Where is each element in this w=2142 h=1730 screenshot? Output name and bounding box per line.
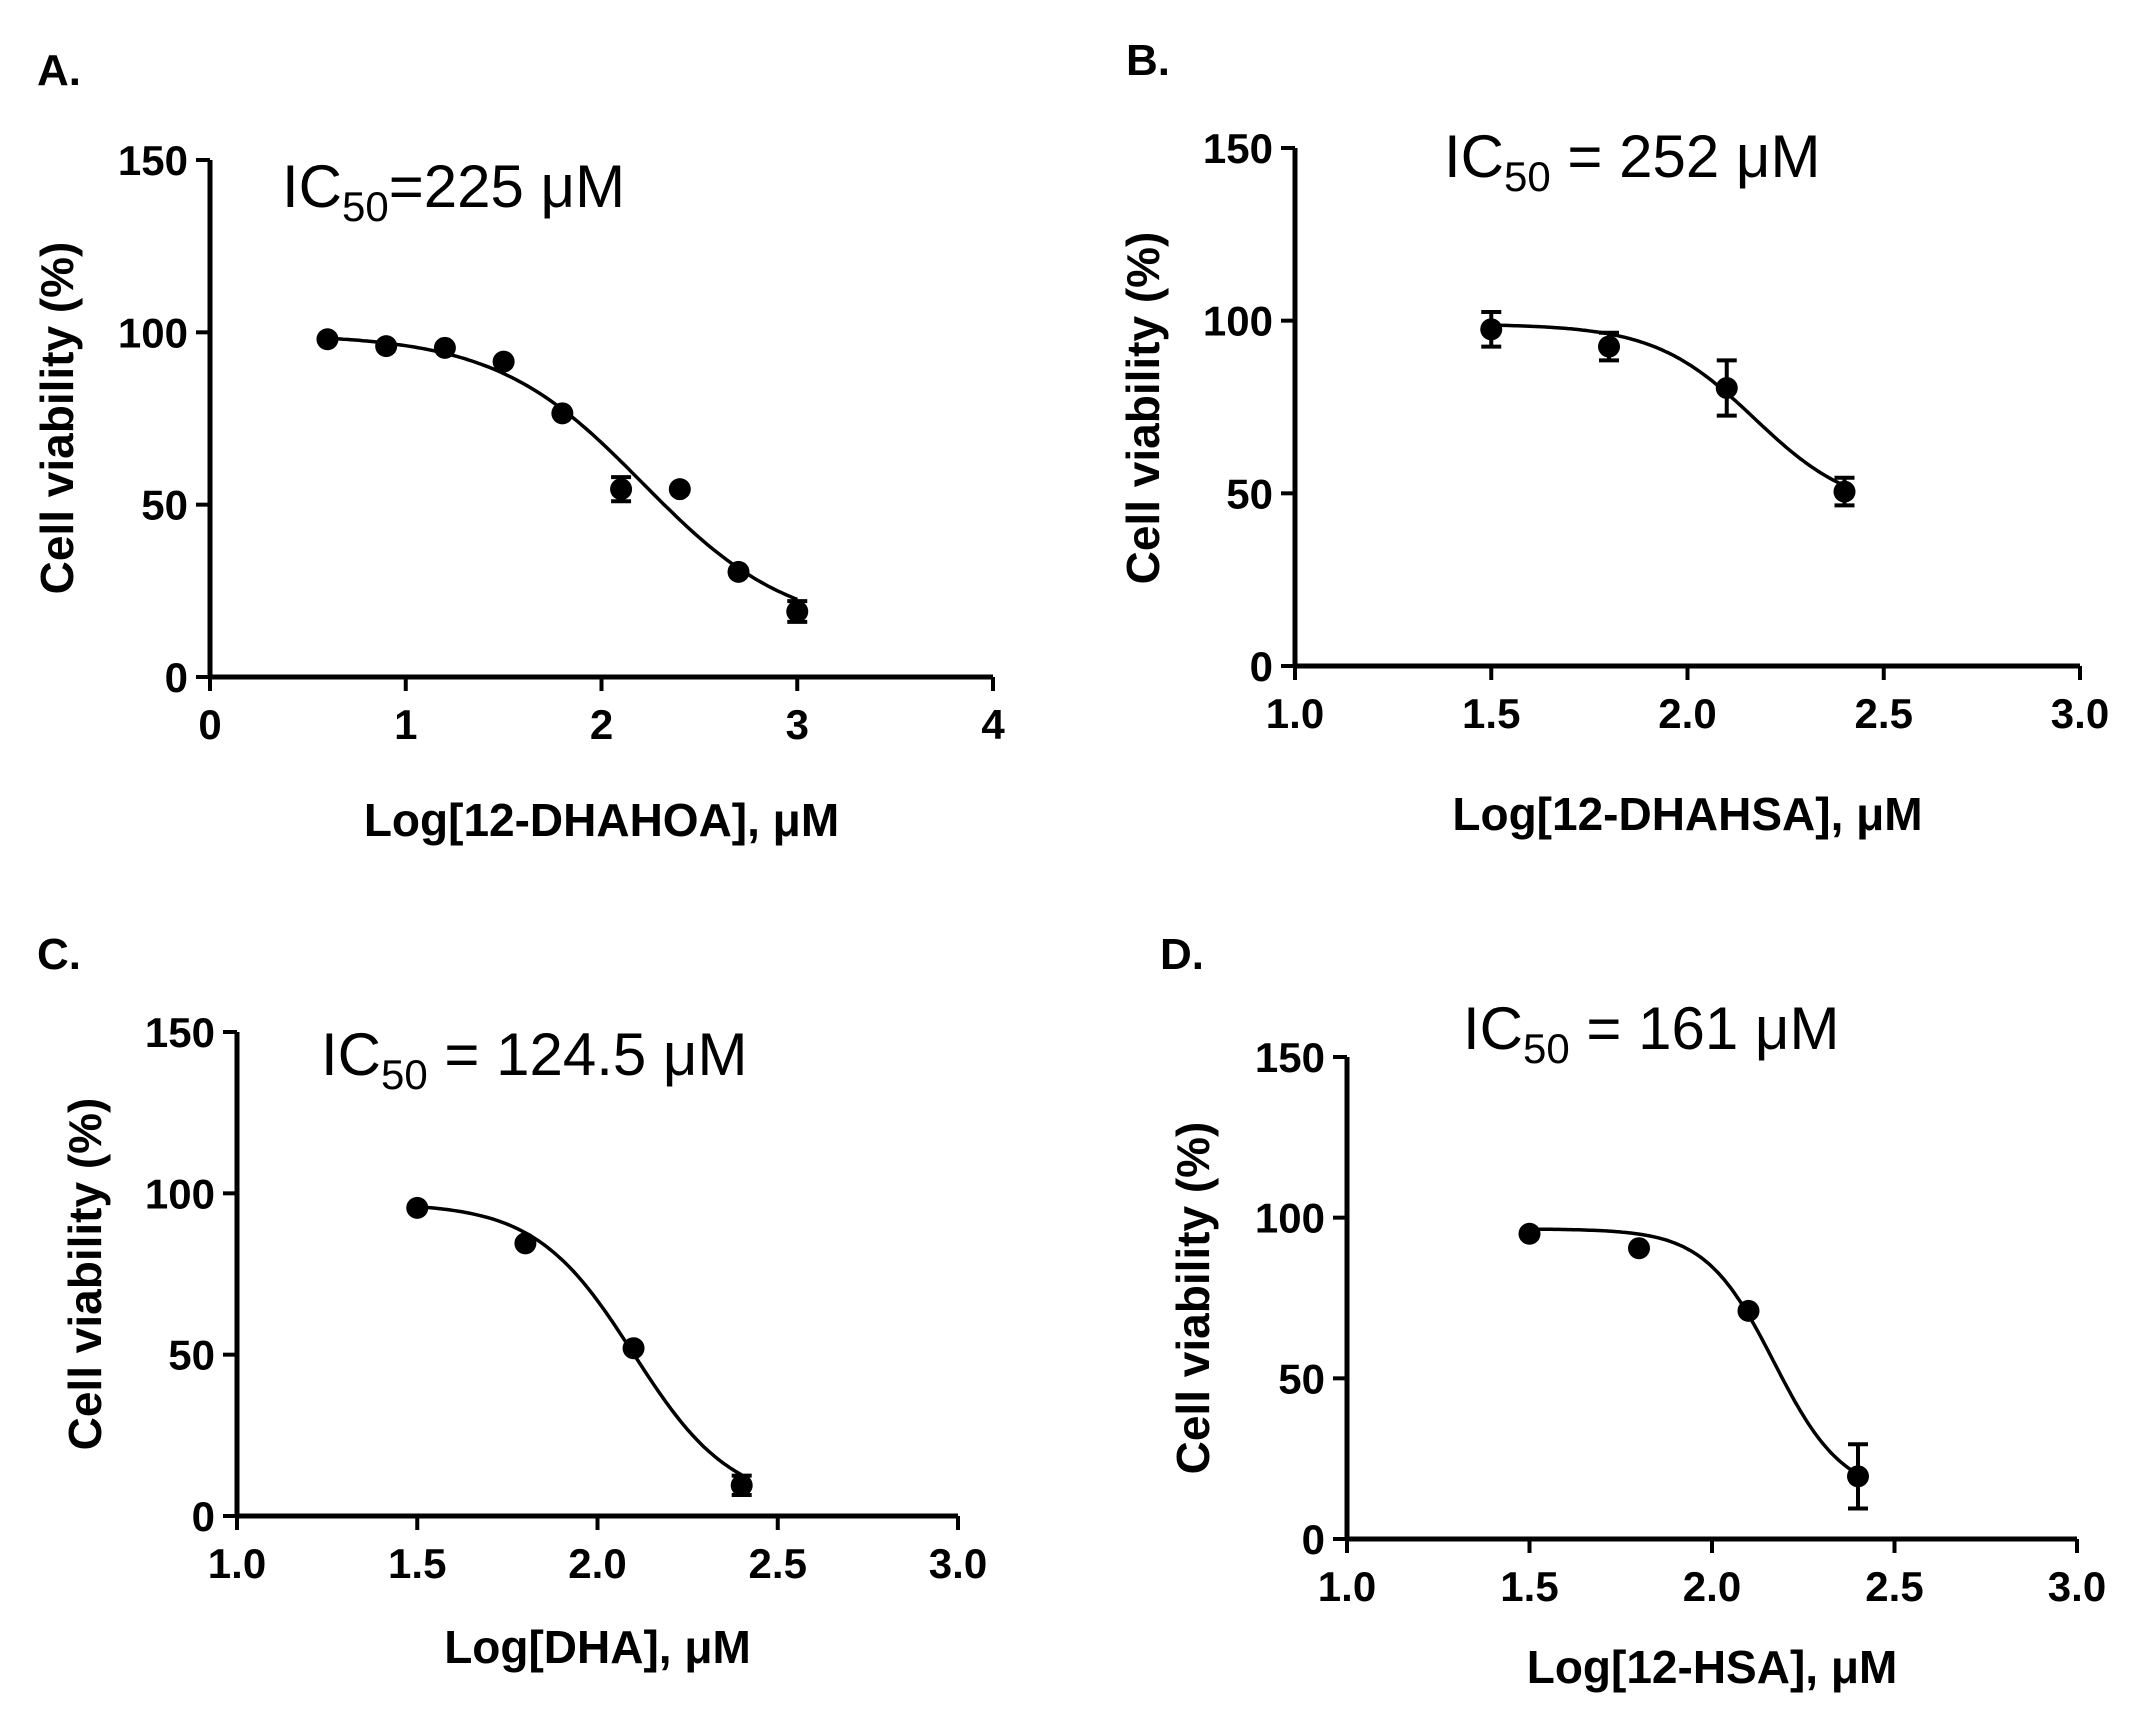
x-tick-label: 0 [198, 701, 221, 748]
y-axis-title: Cell viability (%) [31, 242, 83, 595]
data-point [1847, 1465, 1869, 1488]
x-axis-title: Log[12-DHAHSA], μM [1452, 788, 1922, 840]
fit-curve [1491, 323, 1846, 488]
data-point [375, 335, 398, 358]
x-tick-label: 2.0 [1683, 1563, 1741, 1610]
y-tick-label: 0 [1302, 1516, 1325, 1563]
data-point [1715, 377, 1738, 400]
x-tick-label: 1.0 [1266, 690, 1324, 737]
ic50-value: = 252 μM [1551, 123, 1821, 190]
ic50-subscript: 50 [342, 183, 389, 230]
x-tick-label: 2.5 [749, 1540, 807, 1587]
y-axis-title: Cell viability (%) [1117, 232, 1169, 585]
y-tick-label: 150 [145, 1009, 215, 1056]
x-tick-label: 2 [590, 701, 613, 748]
x-tick-label: 1.5 [388, 1540, 446, 1587]
panel-letter: B. [1126, 36, 1170, 85]
data-point [1518, 1222, 1541, 1245]
y-tick-label: 50 [1226, 470, 1273, 517]
panel-letter: C. [37, 930, 81, 979]
data-point [1598, 335, 1620, 358]
x-tick-label: 1 [394, 701, 417, 748]
x-tick-label: 1.5 [1500, 1563, 1558, 1610]
ic50-prefix: IC [1463, 995, 1523, 1062]
y-tick-label: 150 [1203, 125, 1273, 172]
x-tick-label: 3.0 [929, 1540, 987, 1587]
data-point [492, 350, 515, 373]
x-tick-label: 2.5 [1855, 690, 1913, 737]
x-tick-label: 1.0 [1318, 1563, 1376, 1610]
data-point [1480, 318, 1503, 341]
y-tick-label: 0 [165, 654, 188, 701]
x-tick-label: 1.5 [1462, 690, 1520, 737]
ic50-subscript: 50 [381, 1051, 428, 1098]
data-point [514, 1232, 537, 1255]
x-tick-label: 3.0 [2051, 690, 2109, 737]
y-axis-title: Cell viability (%) [59, 1098, 111, 1451]
ic50-subscript: 50 [1523, 1025, 1570, 1072]
data-point [551, 402, 574, 425]
data-point [622, 1337, 645, 1360]
ic50-value: = 161 μM [1570, 995, 1840, 1062]
fit-curve [327, 336, 798, 602]
fit-curve [1529, 1227, 1859, 1476]
x-tick-label: 4 [981, 701, 1005, 748]
x-tick-label: 2.0 [1658, 690, 1716, 737]
y-tick-label: 0 [192, 1493, 215, 1540]
x-axis-title: Log[12-HSA], μM [1527, 1641, 1898, 1693]
y-tick-label: 0 [1250, 643, 1273, 690]
y-tick-label: 50 [1278, 1355, 1325, 1402]
ic50-prefix: IC [1444, 123, 1504, 190]
x-axis-title: Log[12-DHAHOA], μM [364, 794, 839, 846]
ic50-subscript: 50 [1504, 153, 1551, 200]
y-tick-label: 100 [1203, 298, 1273, 345]
x-tick-label: 1.0 [208, 1540, 266, 1587]
y-tick-label: 50 [141, 482, 188, 529]
y-axis-title: Cell viability (%) [1167, 1122, 1219, 1475]
x-tick-label: 2.0 [568, 1540, 626, 1587]
x-tick-label: 3 [786, 701, 809, 748]
y-tick-label: 50 [168, 1332, 215, 1379]
data-point [786, 600, 809, 623]
x-axis-title: Log[DHA], μM [444, 1621, 751, 1673]
ic50-annotation: IC50 = 124.5 μM [321, 1021, 747, 1098]
data-point [1737, 1299, 1760, 1322]
panel-letter: D. [1160, 930, 1204, 979]
panel-letter: A. [37, 46, 81, 95]
x-tick-label: 2.5 [1865, 1563, 1923, 1610]
ic50-annotation: IC50 = 161 μM [1463, 995, 1839, 1072]
data-point [730, 1474, 753, 1497]
data-point [1833, 480, 1856, 503]
ic50-prefix: IC [282, 153, 342, 220]
data-point [433, 336, 456, 359]
y-tick-label: 100 [118, 309, 188, 356]
ic50-prefix: IC [321, 1021, 381, 1088]
y-tick-label: 100 [1255, 1195, 1325, 1242]
y-tick-label: 150 [118, 137, 188, 184]
data-point [727, 560, 750, 583]
data-point [316, 328, 339, 351]
x-tick-label: 3.0 [2048, 1563, 2106, 1610]
data-point [406, 1196, 429, 1219]
y-tick-label: 150 [1255, 1034, 1325, 1081]
ic50-value: =225 μM [389, 153, 625, 220]
ic50-annotation: IC50=225 μM [282, 153, 625, 230]
data-point [1628, 1237, 1650, 1260]
ic50-value: = 124.5 μM [428, 1021, 748, 1088]
data-point [610, 478, 633, 501]
data-point [668, 478, 691, 501]
y-tick-label: 100 [145, 1170, 215, 1217]
ic50-annotation: IC50 = 252 μM [1444, 123, 1820, 200]
fit-curve [417, 1204, 743, 1477]
